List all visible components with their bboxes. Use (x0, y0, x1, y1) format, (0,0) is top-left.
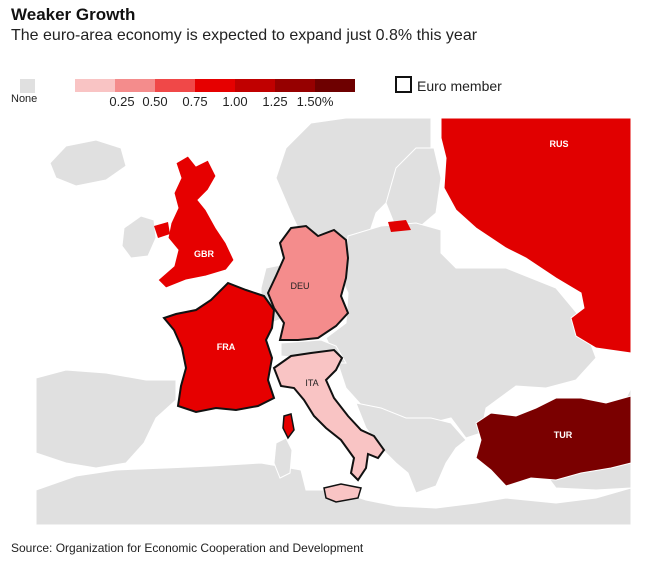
legend-swatch (275, 79, 315, 92)
country-gbr-ni (154, 222, 170, 238)
legend-swatch (195, 79, 235, 92)
legend-swatch (315, 79, 355, 92)
country-rus (440, 118, 631, 354)
label-rus: RUS (549, 139, 568, 149)
land-ireland (121, 215, 157, 259)
legend-swatch (115, 79, 155, 92)
legend-tick: 1.00 (222, 94, 248, 109)
country-deu (266, 224, 350, 341)
country-rus-kaliningrad (388, 220, 411, 232)
source-note: Source: Organization for Economic Cooper… (11, 541, 364, 555)
legend-swatch (235, 79, 275, 92)
legend-euro-member-label: Euro member (417, 78, 502, 94)
land-iceland (49, 139, 127, 187)
legend-ticks: 0.25 0.50 0.75 1.00 1.25 1.50% (75, 94, 355, 110)
label-tur: TUR (554, 430, 573, 440)
europe-map: RUS GBR FRA DEU ITA TUR (36, 118, 631, 525)
map-background-land (36, 118, 631, 525)
land-sardinia (273, 437, 293, 479)
country-fra (162, 281, 276, 414)
land-balkans (355, 402, 467, 494)
legend-tick: 0.25 (109, 94, 135, 109)
country-ita-sicily (323, 483, 362, 503)
legend-tick: 0.50 (142, 94, 168, 109)
chart-subtitle: The euro-area economy is expected to exp… (11, 27, 478, 44)
legend-swatch (75, 79, 115, 92)
label-fra: FRA (217, 342, 236, 352)
label-ita: ITA (305, 378, 318, 388)
label-deu: DEU (290, 281, 309, 291)
land-iberia (36, 369, 177, 469)
legend-tick: 1.25 (262, 94, 288, 109)
country-fra-corsica (282, 413, 295, 440)
country-ita (272, 348, 386, 482)
country-tur (475, 395, 631, 487)
country-gbr (157, 155, 235, 289)
chart-title: Weaker Growth (11, 5, 136, 24)
label-gbr: GBR (194, 249, 215, 259)
legend-swatch (155, 79, 195, 92)
legend-none-swatch (20, 79, 35, 93)
legend-none-label: None (11, 93, 38, 105)
legend-tick: 1.50% (296, 94, 334, 109)
legend-tick: 0.75 (182, 94, 208, 109)
legend-euro-member-box (395, 76, 412, 93)
legend-color-scale (75, 79, 355, 92)
country-labels: RUS GBR FRA DEU ITA TUR (194, 139, 573, 440)
